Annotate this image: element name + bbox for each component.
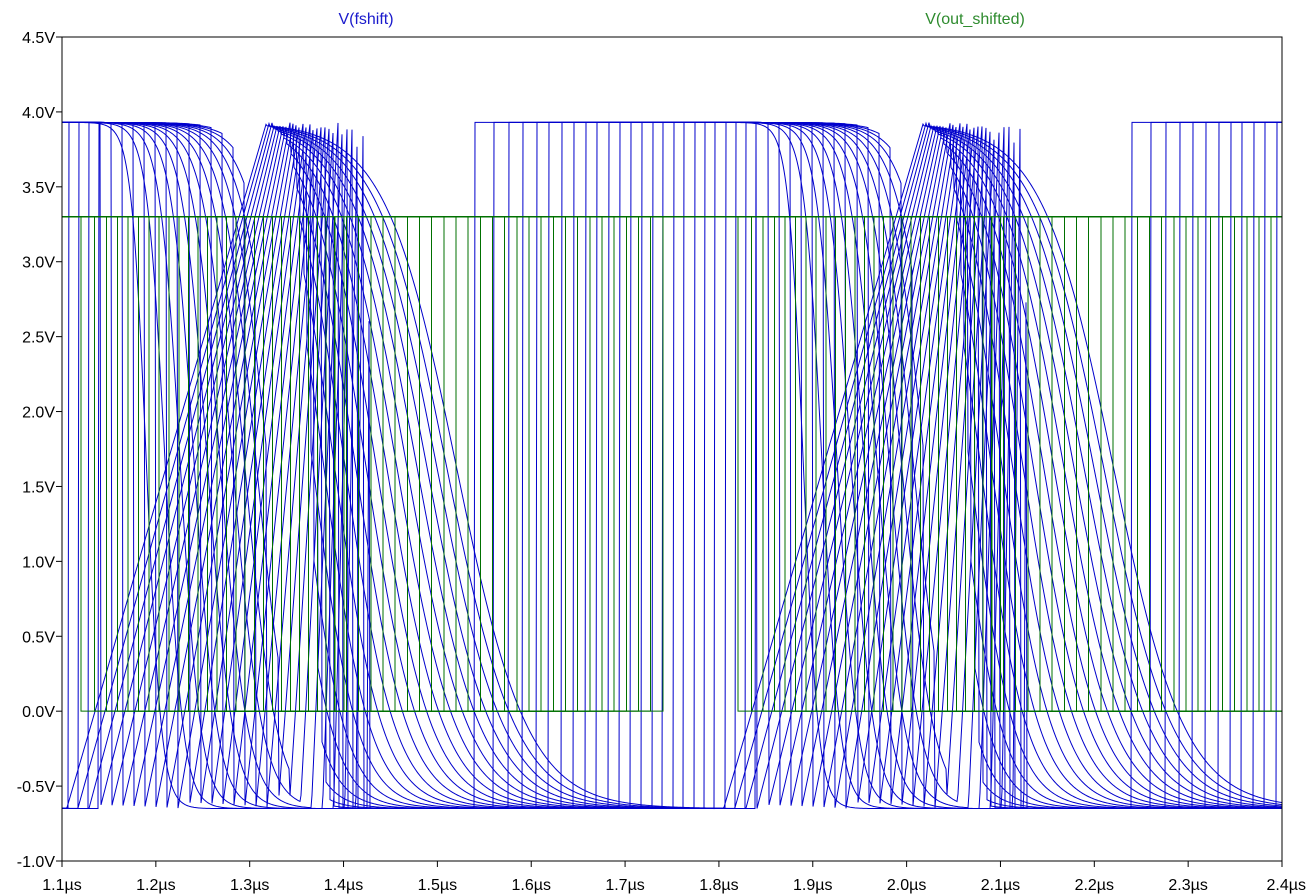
- x-tick-label: 1.2µs: [136, 877, 175, 894]
- fshift-trace: [62, 121, 1282, 809]
- x-tick-label: 1.9µs: [793, 877, 832, 894]
- y-tick-label: 4.5V: [22, 30, 55, 47]
- axes: 4.5V 4.0V 3.5V 3.0V 2.5V 2.0V 1.5V 1.0V 0.5V 0.0V…: [17, 30, 1306, 894]
- fshift-trace: [62, 121, 1282, 810]
- x-tick-label: 2.4µs: [1267, 877, 1306, 894]
- x-tick-label: 1.5µs: [418, 877, 457, 894]
- x-tick-label: 1.6µs: [511, 877, 550, 894]
- y-tick-label: 0.0V: [22, 704, 55, 721]
- y-tick-label: 2.5V: [22, 330, 55, 347]
- out-shifted-trace: [62, 216, 1282, 712]
- x-tick-label: 1.4µs: [324, 877, 363, 894]
- y-tick-label: 1.5V: [22, 479, 55, 496]
- y-tick-label: 2.0V: [22, 405, 55, 422]
- x-tick-label: 2.0µs: [887, 877, 926, 894]
- x-tick-label: 2.2µs: [1075, 877, 1114, 894]
- x-tick-label: 2.1µs: [981, 877, 1020, 894]
- y-tick-label: 1.0V: [22, 554, 55, 571]
- x-tick-label: 1.1µs: [42, 877, 81, 894]
- fshift-trace: [62, 122, 1282, 809]
- y-tick-label: -0.5V: [17, 779, 56, 796]
- out-shifted-trace: [62, 216, 1282, 712]
- plot-frame: [61, 36, 1283, 862]
- y-tick-label: 0.5V: [22, 629, 55, 646]
- x-tick-label: 1.7µs: [605, 877, 644, 894]
- x-tick-label: 2.3µs: [1168, 877, 1207, 894]
- out-shifted-trace: [62, 216, 1282, 712]
- y-tick-label: -1.0V: [17, 854, 56, 871]
- traces: [62, 121, 1282, 810]
- x-tick-label: 1.3µs: [230, 877, 269, 894]
- out-shifted-trace: [62, 216, 1282, 712]
- out-shifted-trace: [62, 216, 1282, 712]
- legend-fshift[interactable]: V(fshift): [338, 11, 393, 28]
- legend-out-shifted[interactable]: V(out_shifted): [925, 11, 1025, 28]
- y-tick-label: 3.0V: [22, 255, 55, 272]
- y-tick-label: 4.0V: [22, 105, 55, 122]
- x-tick-label: 1.8µs: [699, 877, 738, 894]
- y-tick-label: 3.5V: [22, 180, 55, 197]
